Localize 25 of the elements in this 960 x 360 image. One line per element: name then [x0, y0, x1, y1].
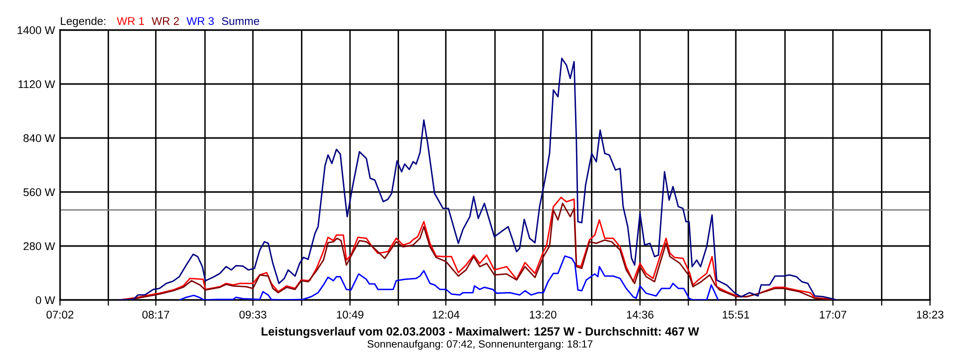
line-series	[178, 255, 719, 300]
y-tick-label: 280 W	[24, 242, 56, 250]
y-tick-label: 1120 W	[18, 80, 56, 88]
line-series	[118, 58, 837, 300]
legend-title: Legende:	[60, 16, 106, 28]
x-tick-label: 12:04	[432, 310, 460, 319]
text: Summe	[222, 17, 260, 25]
x-tick-label: 08:17	[142, 310, 170, 319]
y-tick-label: 840 W	[24, 134, 56, 142]
text: WR 3	[186, 17, 214, 25]
x-tick-label: 09:33	[239, 310, 266, 319]
x-tick-label: 07:02	[46, 310, 74, 319]
y-tick-label: 560 W	[23, 188, 56, 196]
text: Leistungsverlauf vom 02.03.2003 - Maximalwert: 1257 W - Durchschnitt: 467 W	[262, 326, 700, 338]
text: Sonnenaufgang: 07:42, Sonnenuntergang: 18:17	[368, 340, 592, 350]
y-tick-label: 1400 W	[18, 26, 56, 34]
text: WR 2	[152, 17, 179, 25]
text: WR 1	[116, 17, 144, 25]
x-tick-label: 15:51	[722, 310, 750, 319]
y-tick-label: 0 W	[36, 296, 56, 304]
x-tick-label: 10:49	[336, 310, 364, 319]
x-tick-label: 13:20	[530, 310, 556, 319]
x-tick-label: 18:23	[916, 310, 944, 319]
x-tick-label: 17:07	[820, 310, 846, 319]
x-tick-label: 14:36	[626, 310, 654, 319]
